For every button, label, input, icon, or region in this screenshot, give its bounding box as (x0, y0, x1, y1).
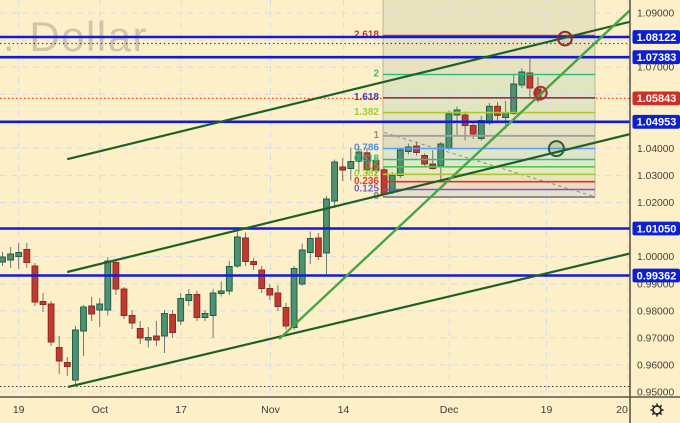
svg-text:1.01050: 1.01050 (637, 223, 677, 235)
svg-text:0.618: 0.618 (354, 154, 379, 165)
svg-text:0.97000: 0.97000 (637, 333, 674, 344)
svg-text:1.04000: 1.04000 (637, 144, 674, 155)
svg-text:1.04953: 1.04953 (637, 117, 677, 129)
svg-text:0.125: 0.125 (354, 184, 379, 195)
svg-text:20: 20 (616, 404, 628, 416)
svg-text:2.618: 2.618 (354, 30, 379, 41)
svg-text:Oct: Oct (92, 404, 108, 416)
svg-text:1.07383: 1.07383 (637, 52, 677, 64)
svg-text:19: 19 (13, 404, 25, 416)
svg-text:0.99362: 0.99362 (637, 270, 677, 282)
svg-text:0.382: 0.382 (354, 169, 379, 180)
svg-text:1.07000: 1.07000 (637, 63, 674, 74)
svg-text:17: 17 (175, 404, 187, 416)
svg-text:0.95000: 0.95000 (637, 388, 674, 399)
svg-text:1.05843: 1.05843 (637, 93, 677, 105)
svg-text:14: 14 (338, 404, 350, 416)
svg-text:1.02000: 1.02000 (637, 198, 674, 209)
svg-text:2: 2 (373, 69, 379, 80)
svg-text:Dec: Dec (440, 404, 459, 416)
svg-text:0.99000: 0.99000 (637, 279, 674, 290)
svg-text:0.98000: 0.98000 (637, 306, 674, 317)
svg-text:1.08122: 1.08122 (637, 32, 677, 44)
svg-text:1.00000: 1.00000 (637, 252, 674, 263)
svg-text:0.96000: 0.96000 (637, 361, 674, 372)
svg-text:0.236: 0.236 (354, 176, 379, 187)
svg-text:1.03000: 1.03000 (637, 171, 674, 182)
svg-text:19: 19 (541, 404, 553, 416)
svg-text:1.09000: 1.09000 (637, 9, 674, 20)
svg-text:0.5: 0.5 (365, 161, 379, 172)
svg-text:Nov: Nov (261, 404, 280, 416)
svg-text:1: 1 (373, 130, 379, 141)
svg-text:0.786: 0.786 (354, 143, 379, 154)
svg-text:1.618: 1.618 (354, 92, 379, 103)
svg-text:1.382: 1.382 (354, 107, 379, 118)
